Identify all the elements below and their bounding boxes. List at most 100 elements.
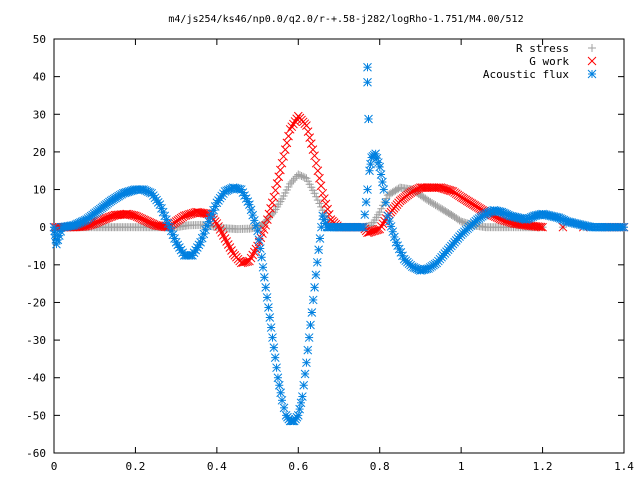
data-point [534, 222, 544, 232]
data-point [308, 295, 318, 305]
data-point [274, 172, 284, 182]
data-point [300, 369, 310, 379]
data-point [277, 158, 287, 168]
data-point [185, 209, 194, 219]
data-point [377, 204, 386, 213]
data-point [106, 212, 115, 222]
data-point [140, 216, 150, 225]
data-point [284, 131, 293, 141]
data-point [619, 222, 629, 232]
x-tick-label: 0.6 [288, 460, 308, 473]
data-point [248, 210, 258, 220]
data-point [249, 216, 259, 225]
data-point [306, 320, 315, 330]
data-point [321, 199, 331, 209]
data-point [260, 273, 269, 282]
data-point [103, 213, 112, 223]
y-tick-label: 50 [33, 33, 46, 46]
series-acoustic-flux [49, 62, 629, 426]
x-tick-label: 1.2 [533, 460, 553, 473]
data-point [375, 208, 384, 217]
legend-markers [587, 44, 597, 79]
legend-marker [588, 44, 596, 52]
x-tick-label: 1 [458, 460, 465, 473]
data-point [381, 198, 391, 208]
data-point [276, 165, 285, 175]
data-point [303, 345, 313, 355]
data-point [258, 262, 268, 272]
data-point [279, 152, 288, 161]
data-point [429, 200, 438, 209]
data-point [361, 197, 371, 207]
legend-label-g-work: G work [529, 55, 569, 68]
data-point [262, 293, 272, 302]
data-point [279, 403, 289, 413]
data-point [179, 211, 189, 221]
data-point [536, 222, 546, 232]
data-point [285, 124, 295, 134]
data-point [314, 245, 323, 255]
data-point [100, 214, 109, 224]
data-point [262, 215, 272, 225]
data-point [298, 392, 307, 401]
series-layer [49, 62, 629, 426]
data-point [127, 210, 137, 220]
data-point [96, 216, 106, 225]
data-point [264, 209, 274, 219]
data-point [378, 177, 387, 187]
data-point [264, 303, 273, 312]
data-point [266, 204, 275, 213]
data-point [315, 173, 324, 183]
data-point [365, 166, 374, 176]
data-point [311, 158, 321, 168]
data-point [299, 380, 309, 390]
data-point [308, 145, 318, 155]
y-tick-label: -10 [26, 259, 46, 272]
y-tick-label: 0 [39, 221, 46, 234]
data-point [143, 217, 153, 227]
data-point [303, 127, 313, 136]
data-point [386, 222, 396, 231]
data-point [269, 343, 279, 352]
data-point [104, 213, 114, 222]
data-point [481, 209, 490, 219]
data-point [101, 214, 111, 223]
data-point [186, 209, 196, 219]
data-point [287, 122, 297, 132]
data-point [271, 185, 280, 195]
data-point [253, 226, 262, 236]
data-point [379, 185, 389, 194]
data-point [435, 203, 444, 212]
data-point [316, 181, 326, 191]
data-point [145, 218, 155, 227]
data-point [383, 211, 393, 221]
data-point [315, 199, 324, 208]
y-tick-label: -40 [26, 372, 46, 385]
data-point [310, 151, 319, 161]
data-point [323, 204, 332, 214]
x-tick-label: 0.8 [370, 460, 390, 473]
data-point [139, 215, 148, 225]
x-tick-label: 0 [51, 460, 58, 473]
data-point [302, 121, 311, 130]
y-tick-label: 20 [33, 146, 46, 159]
data-point [257, 252, 266, 262]
data-point [268, 333, 277, 342]
data-point [424, 196, 433, 205]
data-point [254, 235, 264, 245]
data-point [266, 323, 276, 332]
data-point [261, 220, 271, 230]
data-point [428, 198, 437, 207]
data-point [297, 171, 306, 180]
data-point [363, 62, 372, 72]
data-point [433, 202, 442, 211]
data-point [385, 216, 394, 226]
data-point [295, 171, 304, 180]
x-tick-label: 0.4 [207, 460, 227, 473]
data-point [294, 170, 303, 179]
data-point [388, 227, 398, 237]
data-point [431, 201, 440, 210]
y-tick-label: -20 [26, 296, 46, 309]
data-point [181, 210, 191, 220]
